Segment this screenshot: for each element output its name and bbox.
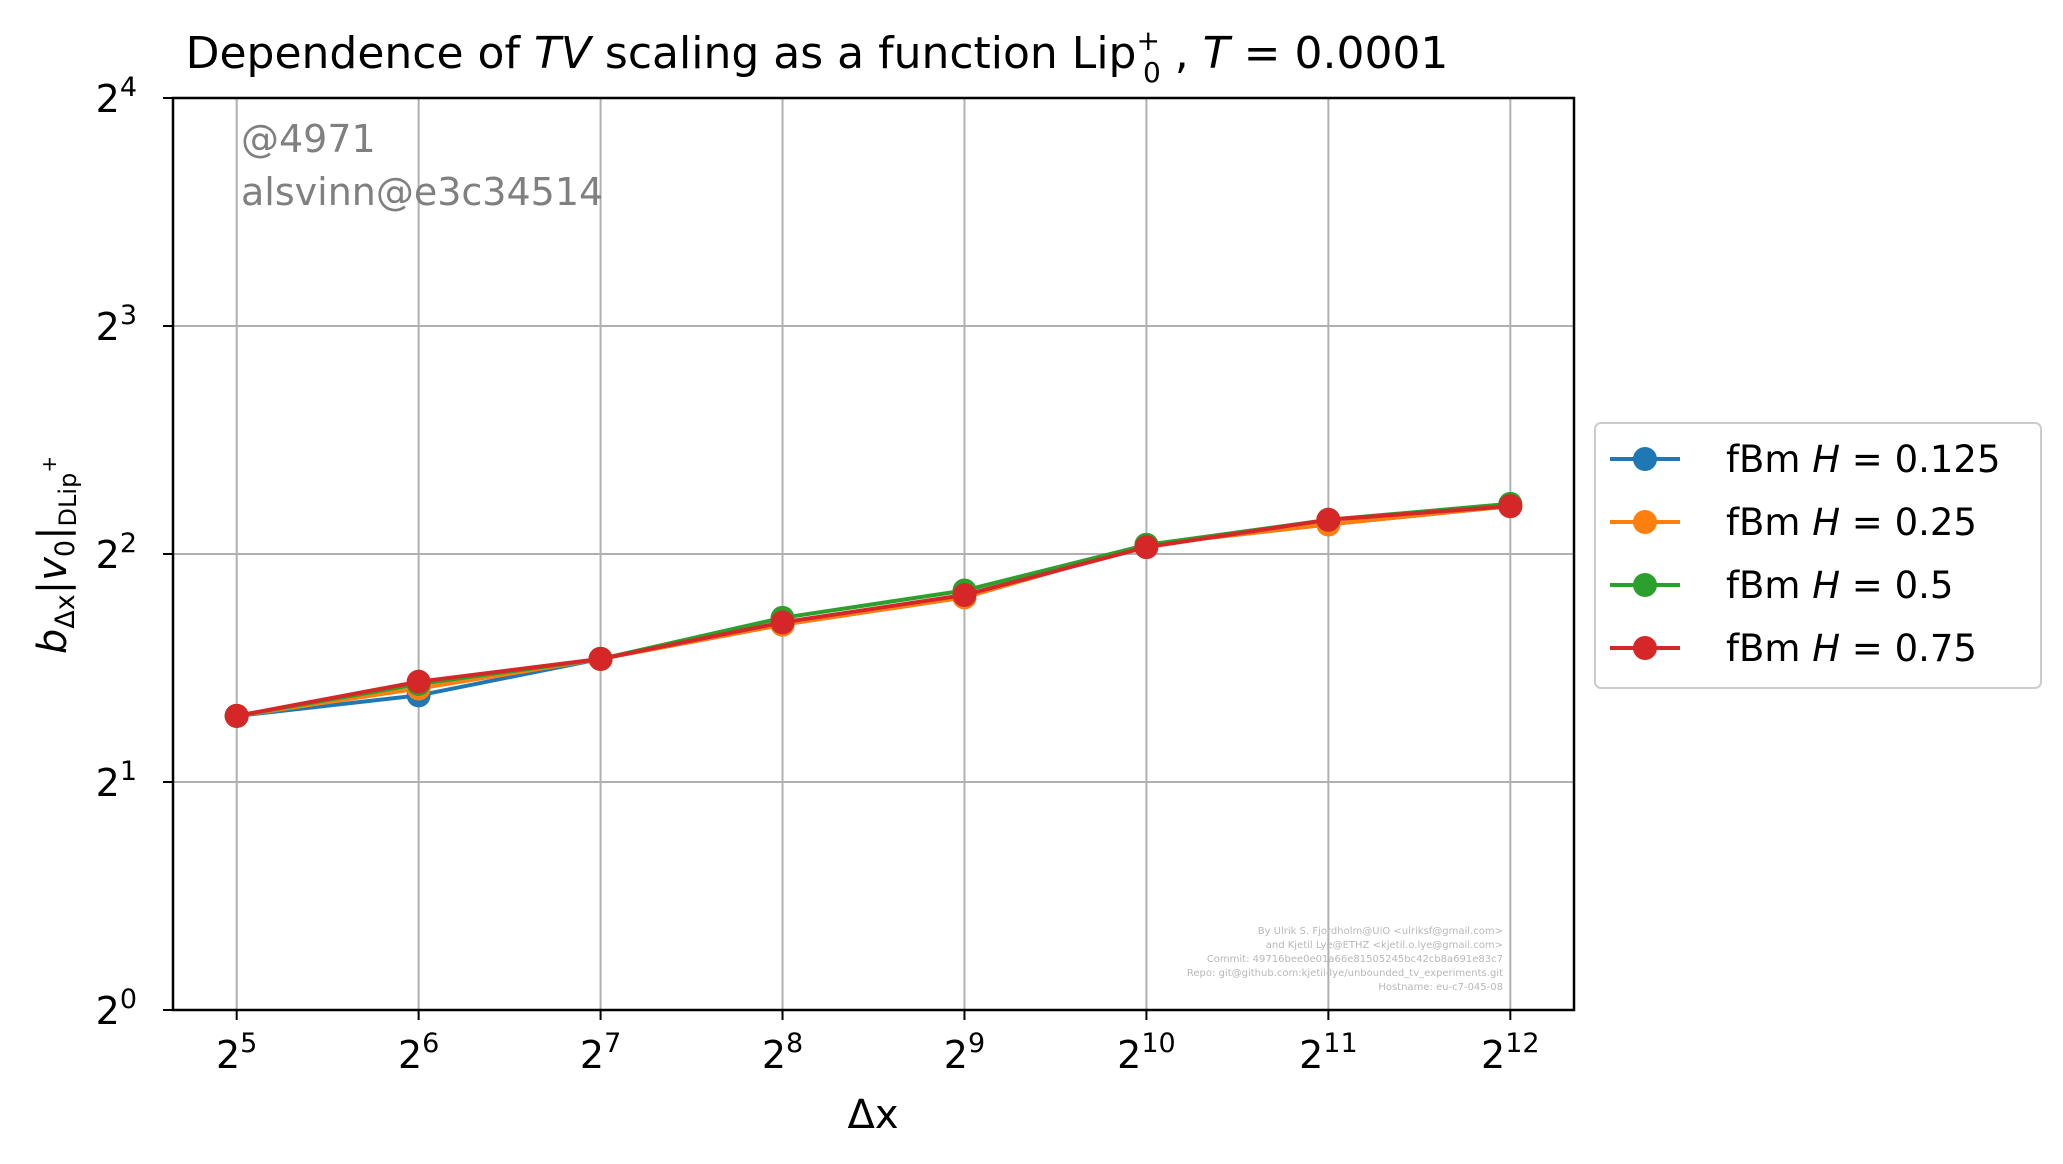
series-line	[236, 504, 1511, 718]
x-axis-label: Δx	[847, 1092, 898, 1138]
y-tick-label: 23	[96, 300, 137, 349]
data-point	[770, 610, 795, 635]
legend-marker	[1633, 636, 1657, 660]
data-point	[406, 669, 431, 694]
grid	[173, 97, 1574, 1011]
y-axis-label: bΔx|v0|DLip+	[30, 456, 82, 654]
x-tick-label: 28	[762, 1028, 803, 1077]
x-tick-label: 29	[944, 1028, 985, 1077]
legend-marker	[1633, 510, 1657, 534]
x-tick-label: 27	[580, 1028, 621, 1077]
legend-box	[1594, 422, 2042, 689]
x-tick-label: 26	[398, 1028, 439, 1077]
legend-marker	[1633, 573, 1657, 597]
legend-marker	[1633, 447, 1657, 471]
data-point	[224, 703, 249, 728]
legend-label: fBm H = 0.5	[1726, 564, 1953, 607]
y-axis-ticks: 20 21 22 23 24	[96, 72, 173, 1033]
watermark-commit: alsvinn@e3c34514	[241, 170, 603, 214]
credits-block: By Ulrik S. Fjordholm@UiO <ulriksf@gmail…	[1187, 926, 1503, 993]
x-tick-label: 210	[1117, 1028, 1176, 1077]
legend-label: fBm H = 0.125	[1726, 438, 2001, 481]
x-tick-label: 25	[216, 1028, 257, 1077]
y-tick-label: 20	[96, 984, 137, 1033]
legend: fBm H = 0.125 fBm H = 0.25 fBm H = 0.5 fBm …	[1594, 422, 2042, 689]
credits-line: By Ulrik S. Fjordholm@UiO <ulriksf@gmail…	[1258, 926, 1503, 937]
legend-label: fBm H = 0.75	[1726, 627, 1977, 670]
data-point	[1134, 535, 1159, 560]
credits-line: Repo: git@github.com:kjetil-lye/unbounde…	[1187, 968, 1503, 979]
y-tick-label: 22	[96, 528, 137, 577]
legend-label: fBm H = 0.25	[1726, 501, 1977, 544]
svg-text:bΔx|v0|DLip+: bΔx|v0|DLip+	[30, 456, 82, 654]
x-tick-label: 211	[1299, 1028, 1358, 1077]
x-tick-label: 212	[1481, 1028, 1540, 1077]
data-point	[1316, 507, 1341, 532]
data-point	[952, 583, 977, 608]
credits-line: Hostname: eu-c7-045-08	[1378, 982, 1503, 993]
credits-line: and Kjetil Lye@ETHZ <kjetil.o.lye@gmail.…	[1266, 940, 1503, 951]
y-tick-label: 24	[96, 72, 137, 121]
y-tick-label: 21	[96, 756, 137, 805]
series-line	[236, 504, 1511, 718]
credits-line: Commit: 49716bee0e01a66e81505245bc42cb8a…	[1207, 954, 1503, 965]
watermark-id: @4971	[241, 117, 376, 161]
chart-title: Dependence of TV scaling as a function L…	[186, 24, 1449, 89]
data-point	[1498, 494, 1523, 519]
x-axis-ticks: 25 26 27 28 29 210 211 212	[216, 1010, 1540, 1077]
data-point	[588, 646, 613, 671]
series-layer	[224, 491, 1523, 728]
